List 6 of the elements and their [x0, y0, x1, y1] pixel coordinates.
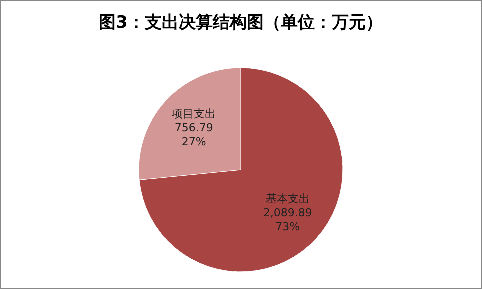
data-label: 2,089.89 73%	[263, 206, 312, 234]
pie-slice	[139, 68, 344, 272]
data-label: 756.79 27%	[174, 121, 214, 148]
slice-label: 基本支出	[266, 192, 310, 206]
slice-label: 项目支出	[172, 107, 216, 120]
chart-title: 图3：支出决算结构图（单位：万元）	[99, 13, 383, 33]
